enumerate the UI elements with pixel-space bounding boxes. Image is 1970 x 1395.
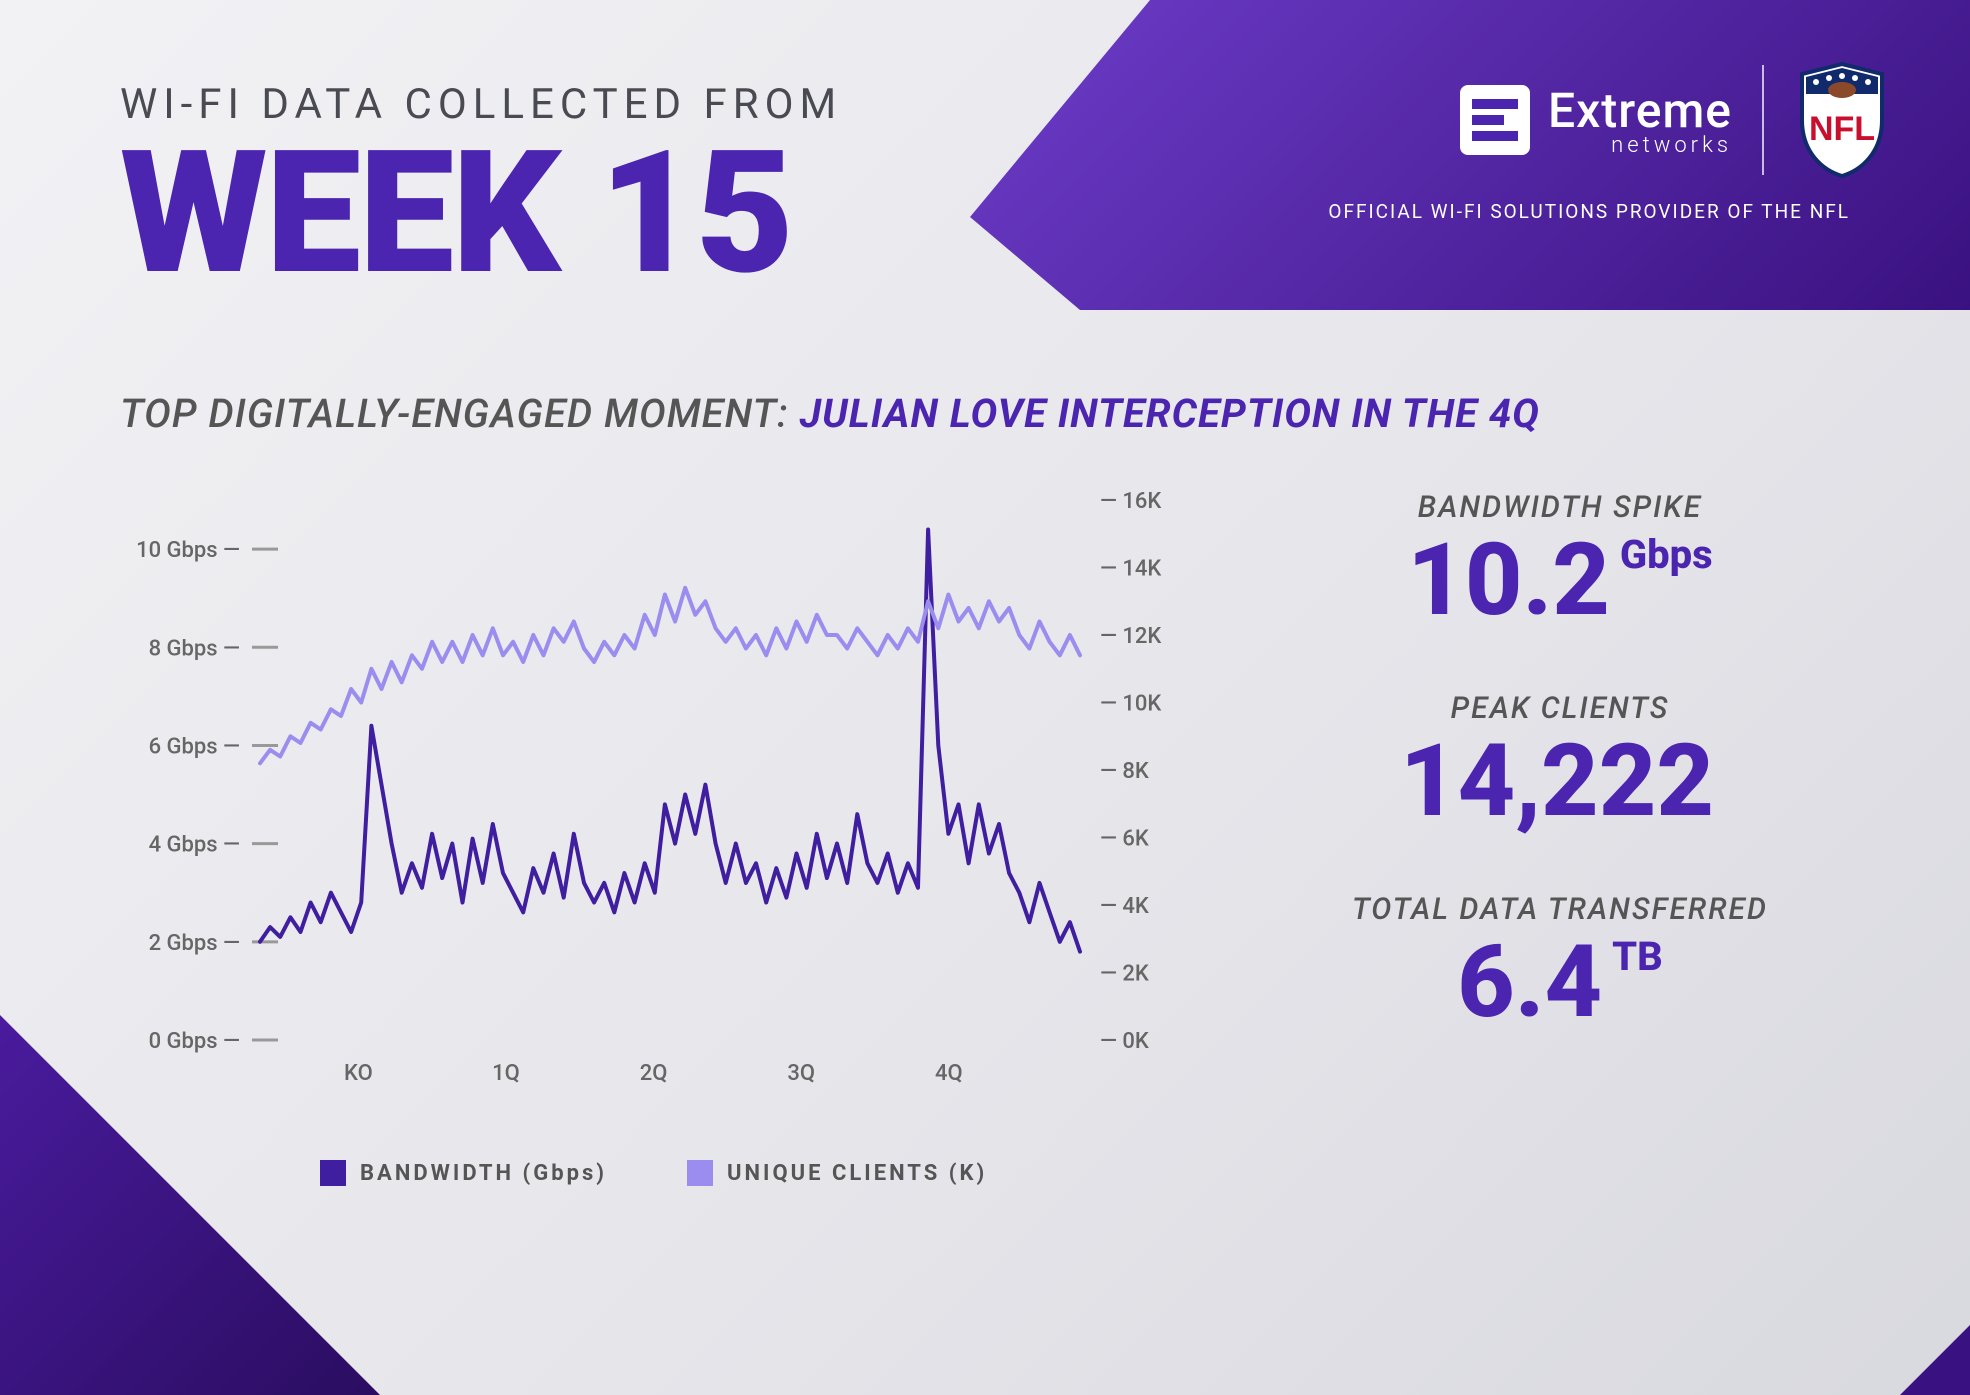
stat-unit: TB <box>1612 933 1663 980</box>
infographic-root: WI-FI DATA COLLECTED FROM WEEK 15 Extrem… <box>0 0 1970 1395</box>
moment-label: TOP DIGITALLY-ENGAGED MOMENT: <box>120 390 799 437</box>
svg-text:2Q: 2Q <box>640 1061 668 1086</box>
stat-label: BANDWIDTH SPIKE <box>1280 490 1840 525</box>
svg-text:KO: KO <box>344 1061 373 1086</box>
legend-swatch-bandwidth <box>320 1160 346 1186</box>
title-block: WI-FI DATA COLLECTED FROM WEEK 15 <box>120 80 842 295</box>
svg-text:NFL: NFL <box>1809 110 1875 148</box>
stat-label: TOTAL DATA TRANSFERRED <box>1280 892 1840 927</box>
legend-label-bandwidth: BANDWIDTH (Gbps) <box>360 1161 607 1186</box>
stat-unit: Gbps <box>1620 531 1713 578</box>
svg-text:— 10K: — 10K <box>1100 692 1161 717</box>
svg-text:0 Gbps —: 0 Gbps — <box>149 1029 240 1054</box>
svg-text:— 14K: — 14K <box>1100 557 1161 582</box>
moment-line: TOP DIGITALLY-ENGAGED MOMENT: JULIAN LOV… <box>120 390 1540 437</box>
dual-axis-line-chart: 0 Gbps — 2 Gbps — 4 Gbps — 6 Gbps — 8 Gbps —… <box>120 480 1200 1120</box>
svg-text:— 8K: — 8K <box>1100 759 1149 784</box>
stat-value: 6.4 <box>1457 924 1602 1041</box>
legend-swatch-clients <box>687 1160 713 1186</box>
stat-value: 10.2 <box>1407 522 1610 639</box>
svg-text:4 Gbps —: 4 Gbps — <box>149 833 240 858</box>
chart-legend: BANDWIDTH (Gbps) UNIQUE CLIENTS (K) <box>320 1160 987 1186</box>
brand-name: Extreme <box>1548 82 1732 139</box>
extreme-mark-icon <box>1460 85 1530 155</box>
brand-tagline: OFFICIAL WI-FI SOLUTIONS PROVIDER OF THE… <box>1328 200 1850 223</box>
page-title: WEEK 15 <box>120 133 842 295</box>
svg-text:— 6K: — 6K <box>1100 827 1149 852</box>
svg-text:— 2K: — 2K <box>1100 962 1149 987</box>
logo-divider <box>1762 65 1764 175</box>
stat-total-data: TOTAL DATA TRANSFERRED 6.4 TB <box>1280 892 1840 1033</box>
svg-text:2 Gbps —: 2 Gbps — <box>149 931 240 956</box>
svg-text:1Q: 1Q <box>492 1061 520 1086</box>
extreme-logo: Extreme networks <box>1460 82 1732 158</box>
svg-text:— 16K: — 16K <box>1100 489 1161 514</box>
legend-label-clients: UNIQUE CLIENTS (K) <box>727 1161 987 1186</box>
svg-text:— 4K: — 4K <box>1100 894 1149 919</box>
stat-peak-clients: PEAK CLIENTS 14,222 <box>1280 691 1840 832</box>
svg-text:3Q: 3Q <box>787 1061 815 1086</box>
stat-label: PEAK CLIENTS <box>1280 691 1840 726</box>
stat-value: 14,222 <box>1400 723 1714 840</box>
svg-text:10 Gbps —: 10 Gbps — <box>136 538 240 563</box>
brand-logo-block: Extreme networks NFL <box>1460 60 1890 180</box>
legend-item-bandwidth: BANDWIDTH (Gbps) <box>320 1160 607 1186</box>
stats-column: BANDWIDTH SPIKE 10.2 Gbps PEAK CLIENTS 1… <box>1280 490 1840 1033</box>
moment-value: JULIAN LOVE INTERCEPTION IN THE 4Q <box>799 390 1540 437</box>
corner-triangle-br <box>1900 1325 1970 1395</box>
nfl-shield-icon: NFL <box>1794 60 1890 180</box>
stat-bandwidth-spike: BANDWIDTH SPIKE 10.2 Gbps <box>1280 490 1840 631</box>
svg-text:— 12K: — 12K <box>1100 624 1161 649</box>
svg-text:8 Gbps —: 8 Gbps — <box>149 636 240 661</box>
svg-text:6 Gbps —: 6 Gbps — <box>149 734 240 759</box>
chart-area: 0 Gbps — 2 Gbps — 4 Gbps — 6 Gbps — 8 Gbps —… <box>120 480 1200 1120</box>
svg-text:4Q: 4Q <box>935 1061 963 1086</box>
legend-item-clients: UNIQUE CLIENTS (K) <box>687 1160 987 1186</box>
svg-text:— 0K: — 0K <box>1100 1029 1149 1054</box>
